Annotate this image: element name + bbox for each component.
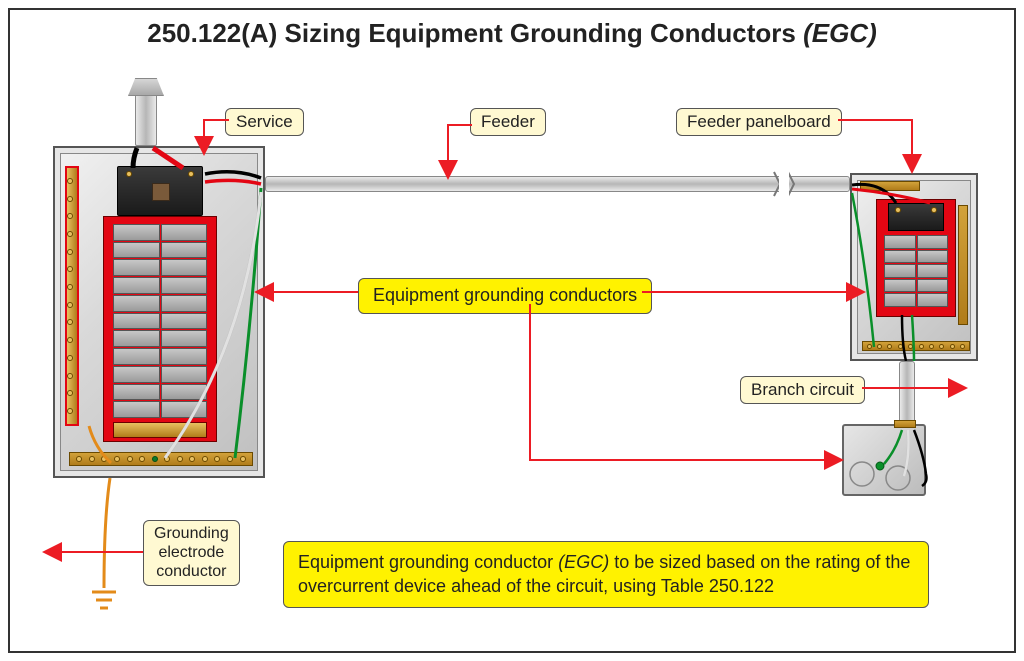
label-gec: Grounding electrode conductor bbox=[143, 520, 240, 586]
title-italic: (EGC) bbox=[803, 18, 877, 48]
conduit-break-mark bbox=[770, 170, 800, 198]
label-service: Service bbox=[225, 108, 304, 136]
label-egc: Equipment grounding conductors bbox=[358, 278, 652, 314]
label-branch-circuit: Branch circuit bbox=[740, 376, 865, 404]
note-text-1: Equipment grounding conductor bbox=[298, 552, 558, 572]
outlet-box bbox=[842, 424, 926, 496]
branch-conduit bbox=[899, 361, 915, 424]
feeder-conduit bbox=[265, 176, 850, 192]
label-note: Equipment grounding conductor (EGC) to b… bbox=[283, 541, 929, 608]
label-feeder-panelboard: Feeder panelboard bbox=[676, 108, 842, 136]
note-text-italic: (EGC) bbox=[558, 552, 609, 572]
title-main: 250.122(A) Sizing Equipment Grounding Co… bbox=[147, 18, 803, 48]
feeder-wires bbox=[852, 175, 980, 363]
service-entry-conduit bbox=[135, 90, 157, 146]
service-panel bbox=[53, 146, 265, 478]
page-title: 250.122(A) Sizing Equipment Grounding Co… bbox=[0, 18, 1024, 49]
label-feeder: Feeder bbox=[470, 108, 546, 136]
feeder-panelboard bbox=[850, 173, 978, 361]
service-wires bbox=[55, 148, 267, 480]
